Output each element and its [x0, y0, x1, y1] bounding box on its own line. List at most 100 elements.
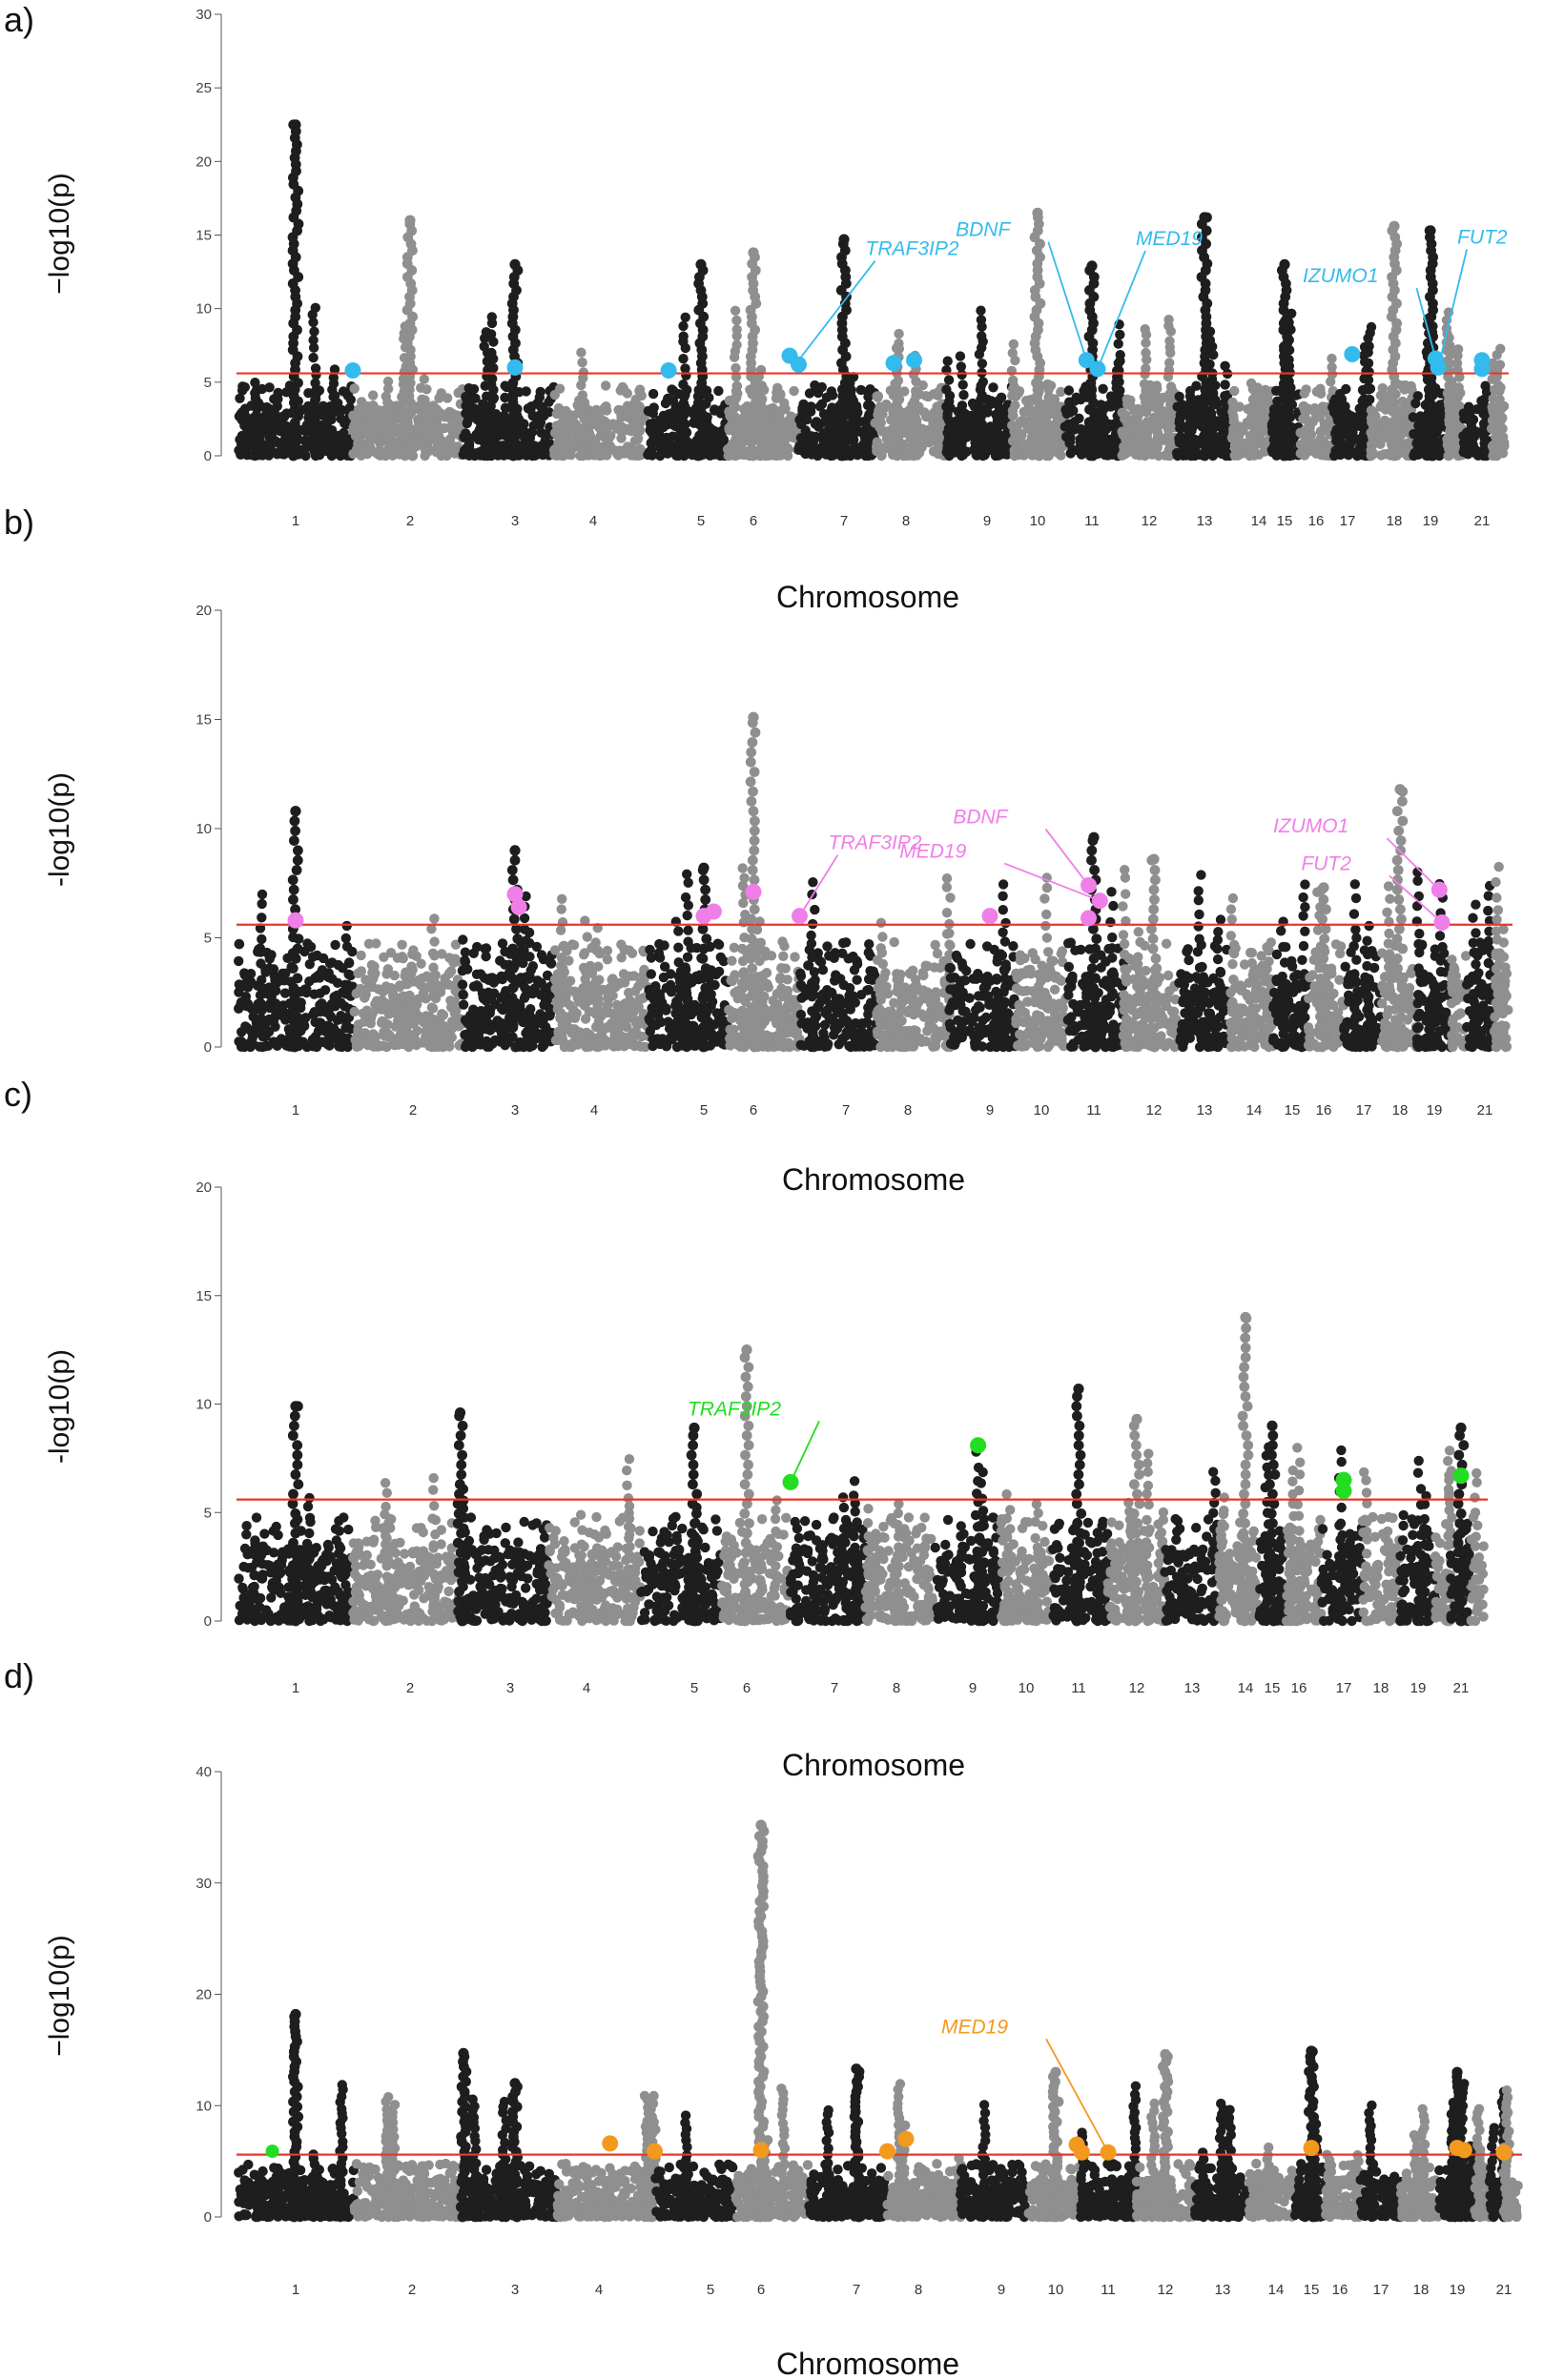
- chromosome-tick-label: 1: [292, 1680, 299, 1696]
- chromosome-points: [1076, 2081, 1142, 2223]
- chromosome-points: [996, 1488, 1057, 1627]
- chromosome-tick-label: 3: [511, 1102, 519, 1118]
- y-tick-label: 20: [196, 603, 212, 619]
- y-axis-label: -log10(p): [44, 772, 75, 887]
- y-tick-label: 5: [204, 1505, 212, 1521]
- highlighted-snp: [602, 2135, 619, 2152]
- y-tick-label: 25: [196, 80, 212, 96]
- peak-column: [1237, 1313, 1254, 1627]
- chromosome-tick-label: 4: [589, 513, 597, 529]
- peak-column: [1196, 212, 1213, 462]
- chromosome-points: [349, 2092, 468, 2223]
- highlighted-snp: [705, 903, 722, 920]
- peak-point: [290, 2008, 301, 2021]
- highlighted-snp: [906, 352, 922, 369]
- peak-point: [404, 215, 416, 226]
- peak-point: [1086, 260, 1098, 272]
- gene-annotation-fut2: FUT2: [1457, 226, 1508, 248]
- annotation-leader-line: [1389, 874, 1443, 924]
- peak-point: [689, 1422, 700, 1434]
- chromosome-points: [1117, 315, 1182, 462]
- highlighted-snp: [885, 355, 902, 372]
- chromosome-tick-label: 18: [1413, 2282, 1430, 2298]
- peak-point: [509, 845, 521, 856]
- chromosome-tick-label: 9: [969, 1680, 977, 1696]
- chromosome-tick-label: 8: [902, 513, 910, 529]
- chromosome-points: [882, 2079, 967, 2223]
- highlighted-snp: [344, 362, 361, 379]
- y-tick-label: 5: [204, 931, 212, 947]
- chromosome-tick-label: 14: [1246, 1102, 1263, 1118]
- chromosome-tick-label: 19: [1450, 2282, 1466, 2298]
- gene-annotation-fut2: FUT2: [1301, 852, 1351, 874]
- peak-point: [1073, 1384, 1084, 1395]
- chromosome-tick-label: 18: [1392, 1102, 1409, 1118]
- chromosome-tick-label: 13: [1197, 513, 1213, 529]
- panel-label: a): [4, 0, 34, 39]
- y-tick-label: 10: [196, 2098, 212, 2114]
- annotation-leader-line: [1437, 249, 1468, 368]
- chromosome-tick-label: 6: [743, 1680, 751, 1696]
- chromosome-tick-label: 9: [983, 513, 991, 529]
- highlighted-snp: [981, 908, 998, 925]
- chromosome-points: [1327, 321, 1377, 462]
- highlighted-snp: [1455, 2142, 1472, 2159]
- chromosome-points: [643, 312, 732, 462]
- highlighted-snp: [1100, 2144, 1117, 2161]
- peak-point: [509, 2078, 521, 2089]
- chromosome-points: [930, 1446, 1003, 1627]
- peak-point: [1160, 2048, 1171, 2061]
- gene-annotation-izumo1: IZUMO1: [1303, 265, 1378, 287]
- highlighted-snp: [660, 362, 677, 379]
- chromosome-tick-label: 16: [1332, 2282, 1348, 2298]
- gene-annotation-bdnf: BDNF: [953, 807, 1008, 829]
- chromosome-tick-label: 18: [1387, 513, 1403, 529]
- y-tick-label: 30: [196, 1876, 212, 1892]
- chromosome-points: [722, 305, 804, 462]
- peak-column: [506, 854, 524, 1053]
- chromosome-points: [1244, 2142, 1299, 2223]
- chromosome-tick-label: 15: [1277, 513, 1293, 529]
- chromosome-tick-label: 17: [1336, 1680, 1352, 1696]
- chromosome-tick-label: 7: [842, 1102, 850, 1118]
- chromosome-tick-label: 10: [1030, 513, 1046, 529]
- annotation-leader-line: [797, 260, 876, 361]
- chromosome-tick-label: 17: [1340, 513, 1356, 529]
- chromosome-points: [544, 1454, 646, 1627]
- peak-point: [1306, 2045, 1317, 2057]
- peak-point: [1318, 882, 1329, 893]
- annotation-leader-line: [1047, 241, 1088, 360]
- chromosome-tick-label: 14: [1238, 1680, 1254, 1696]
- gene-annotation-izumo1: IZUMO1: [1273, 815, 1348, 837]
- highlighted-snp: [1495, 2144, 1513, 2161]
- highlighted-snp: [1080, 910, 1097, 927]
- chromosome-tick-label: 1: [292, 513, 299, 529]
- peak-point: [748, 711, 759, 723]
- highlighted-snp: [791, 356, 807, 373]
- y-tick-label: 15: [196, 712, 212, 728]
- peak-column: [1277, 265, 1293, 462]
- chromosome-points: [552, 2090, 661, 2223]
- y-tick-label: 5: [204, 375, 212, 391]
- chromosome-points: [1281, 1443, 1327, 1627]
- chromosome-points: [349, 913, 469, 1053]
- chromosome-points: [1190, 2098, 1254, 2223]
- highlighted-snp: [265, 2144, 279, 2159]
- peak-point: [290, 1401, 301, 1412]
- chromosome-points: [1118, 865, 1183, 1053]
- highlighted-snp: [970, 1437, 987, 1454]
- annotation-leader-line: [1044, 828, 1090, 887]
- highlighted-snp: [506, 359, 524, 376]
- chromosome-tick-label: 18: [1373, 1680, 1389, 1696]
- chromosome-points: [804, 2104, 892, 2223]
- chromosome-points: [1339, 879, 1387, 1053]
- annotation-leader-line: [1415, 287, 1437, 359]
- chromosome-tick-label: 10: [1034, 1102, 1050, 1118]
- y-tick-label: 0: [204, 1039, 212, 1056]
- y-tick-label: 20: [196, 1180, 212, 1196]
- chromosome-tick-label: 2: [406, 1680, 414, 1696]
- y-tick-label: 0: [204, 448, 212, 464]
- peak-column: [1316, 884, 1331, 1053]
